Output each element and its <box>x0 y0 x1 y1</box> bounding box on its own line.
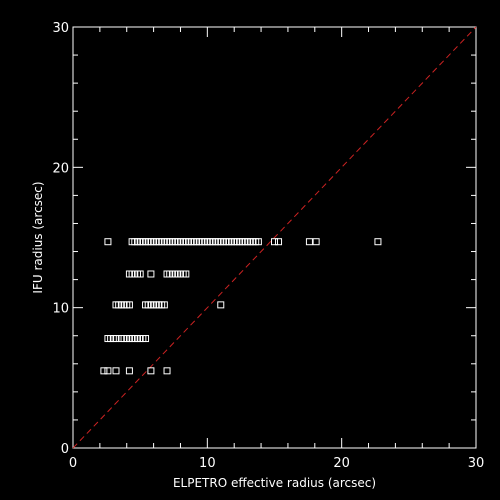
data-point <box>182 270 190 278</box>
data-point <box>147 367 155 375</box>
data-point <box>275 238 283 246</box>
y-tick-label: 20 <box>52 161 69 176</box>
data-point <box>217 301 225 309</box>
data-point <box>163 367 171 375</box>
data-point <box>112 335 120 343</box>
data-point <box>104 238 112 246</box>
y-axis-label: IFU radius (arcsec) <box>31 181 45 293</box>
tick-labels: 0 10 20 30 0 10 20 30 <box>52 21 484 471</box>
axis-ticks <box>72 26 477 449</box>
y-tick-label: 10 <box>52 302 69 317</box>
data-point <box>100 367 108 375</box>
plot-frame <box>72 26 477 449</box>
x-tick-label: 10 <box>199 456 216 471</box>
data-point <box>142 335 150 343</box>
data-point <box>254 238 262 246</box>
data-point <box>271 238 278 246</box>
data-point <box>160 301 168 309</box>
data-point <box>312 238 320 246</box>
data-points <box>100 238 382 375</box>
x-tick-label: 0 <box>69 456 77 471</box>
data-point <box>305 238 313 246</box>
data-point <box>136 270 144 278</box>
y-tick-label: 0 <box>61 442 69 457</box>
x-axis-label: ELPETRO effective radius (arcsec) <box>173 476 376 490</box>
data-point <box>125 301 133 309</box>
one-to-one-line <box>72 26 477 449</box>
x-tick-label: 20 <box>333 456 350 471</box>
data-point <box>374 238 382 246</box>
data-point <box>104 367 112 375</box>
data-point <box>125 367 133 375</box>
x-tick-label: 30 <box>468 456 485 471</box>
data-point <box>147 270 155 278</box>
y-tick-label: 30 <box>52 21 69 36</box>
data-point <box>112 367 120 375</box>
